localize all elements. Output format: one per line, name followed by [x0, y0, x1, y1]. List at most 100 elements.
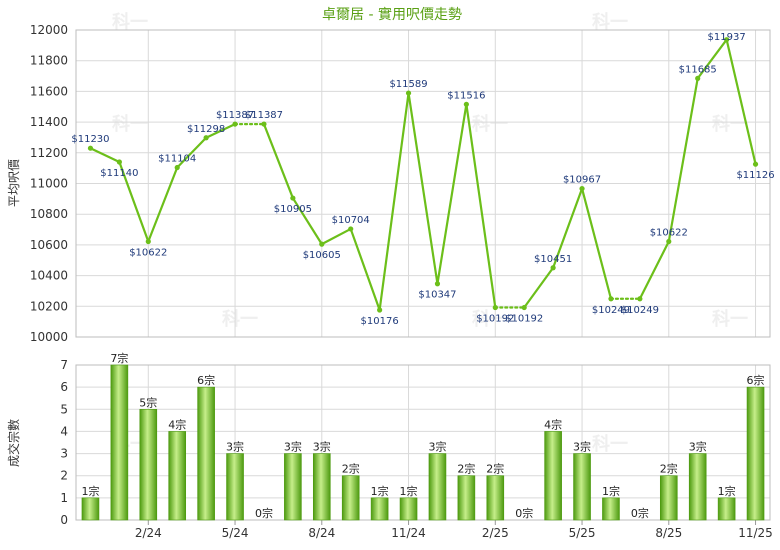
- watermark-text: 科一: [592, 11, 628, 33]
- volume-data-label: 2宗: [342, 462, 360, 476]
- price-line-segment: [291, 196, 323, 246]
- volume-bar: [486, 475, 505, 521]
- volume-data-label: 1宗: [602, 484, 620, 498]
- volume-data-label: 2宗: [486, 462, 504, 476]
- price-tick-label: 11600: [30, 84, 68, 98]
- volume-plot-frame: [75, 364, 771, 521]
- volume-data-label: 3宗: [313, 440, 331, 454]
- price-line-segment: [89, 147, 121, 164]
- price-point: [232, 121, 238, 127]
- volume-data-label: 4宗: [544, 417, 562, 431]
- x-tick-label: 8/24: [308, 526, 335, 540]
- volume-tick-label: 7: [60, 358, 68, 372]
- price-tick-label: 10600: [30, 238, 68, 252]
- price-tick-label: 10200: [30, 299, 68, 313]
- volume-data-label: 3宗: [226, 440, 244, 454]
- price-tick-label: 12000: [30, 23, 68, 37]
- volume-bar: [341, 475, 360, 521]
- price-data-label: $10192: [476, 314, 514, 325]
- x-tick-label: 2/25: [482, 526, 509, 540]
- price-point: [261, 121, 267, 127]
- price-point: [116, 159, 122, 165]
- volume-bar: [573, 453, 591, 521]
- price-tick-label: 11200: [30, 146, 68, 160]
- volume-data-label: 6宗: [747, 373, 765, 387]
- price-data-label: $10704: [332, 215, 370, 226]
- price-line-segment: [205, 122, 237, 139]
- price-data-label: $11685: [679, 64, 717, 75]
- price-data-label: $10249: [592, 305, 630, 316]
- x-tick-label: 11/24: [391, 526, 426, 540]
- price-point: [550, 265, 556, 271]
- volume-axis-title: 成交宗數: [6, 419, 21, 467]
- volume-data-label: 3宗: [689, 440, 707, 454]
- price-tick-label: 10800: [30, 207, 68, 221]
- price-point: [145, 238, 151, 245]
- price-data-label: $11589: [389, 79, 427, 90]
- volume-bar: [197, 386, 215, 521]
- price-line-segment: [349, 227, 381, 312]
- price-line-segment: [667, 77, 699, 243]
- price-point: [752, 161, 759, 167]
- price-point: [319, 241, 325, 247]
- price-point: [695, 75, 701, 81]
- price-data-label: $10605: [303, 250, 341, 261]
- volume-tick-label: 1: [60, 491, 68, 505]
- price-data-label: $10347: [418, 290, 456, 301]
- price-data-label: $11126: [736, 170, 774, 181]
- volume-bar: [717, 497, 736, 521]
- watermark-text: 科一: [112, 11, 148, 33]
- volume-data-label: 0宗: [631, 506, 649, 520]
- price-data-label: $10451: [534, 254, 572, 265]
- x-tick-label: 11/25: [738, 526, 773, 540]
- price-point: [666, 238, 672, 245]
- watermark-text: 科一: [112, 113, 148, 135]
- price-line-segment: [320, 227, 352, 246]
- volume-data-label: 3宗: [428, 440, 446, 454]
- price-data-label: $10622: [129, 248, 167, 259]
- volume-bar: [168, 431, 187, 521]
- price-data-label: $11387: [216, 110, 254, 121]
- price-point: [724, 37, 730, 43]
- price-point: [463, 101, 469, 107]
- price-point: [521, 304, 527, 311]
- volume-bar: [457, 475, 476, 521]
- price-line-segment: [465, 103, 497, 309]
- price-point: [579, 185, 585, 192]
- price-data-label: $10176: [361, 316, 399, 327]
- price-data-label: $10622: [650, 228, 688, 239]
- volume-data-label: 6宗: [197, 373, 215, 387]
- volume-data-label: 5宗: [139, 395, 157, 409]
- volume-data-label: 1宗: [371, 484, 389, 498]
- volume-tick-label: 0: [60, 513, 68, 527]
- price-line-segment: [638, 240, 670, 300]
- volume-bar: [139, 408, 158, 521]
- price-point: [290, 195, 296, 201]
- watermark-text: 科一: [222, 308, 258, 330]
- price-line-segment: [262, 122, 294, 200]
- x-tick-label: 5/25: [569, 526, 596, 540]
- price-data-label: $11516: [447, 90, 485, 101]
- price-tick-label: 10400: [30, 269, 68, 283]
- volume-bar: [226, 453, 244, 521]
- volume-data-label: 7宗: [110, 351, 128, 365]
- price-point: [348, 226, 354, 232]
- x-tick-label: 2/24: [135, 526, 162, 540]
- volume-bar: [602, 497, 620, 521]
- price-data-label: $10967: [563, 175, 601, 186]
- volume-bar: [284, 453, 302, 521]
- price-tick-label: 10000: [30, 330, 68, 344]
- price-panel: 10000 10200 10400 10600 10800 11000 11200 11400…: [30, 23, 775, 344]
- volume-tick-label: 2: [60, 469, 68, 483]
- price-line-segment: [407, 91, 439, 285]
- price-point: [637, 296, 643, 302]
- x-tick-label: 5/24: [222, 526, 249, 540]
- price-line-segment: [523, 266, 555, 309]
- price-data-label: $11387: [245, 110, 283, 121]
- price-line-segment: [378, 91, 410, 312]
- volume-bar: [312, 453, 331, 521]
- price-point: [203, 135, 209, 141]
- price-tick-label: 11400: [30, 115, 68, 129]
